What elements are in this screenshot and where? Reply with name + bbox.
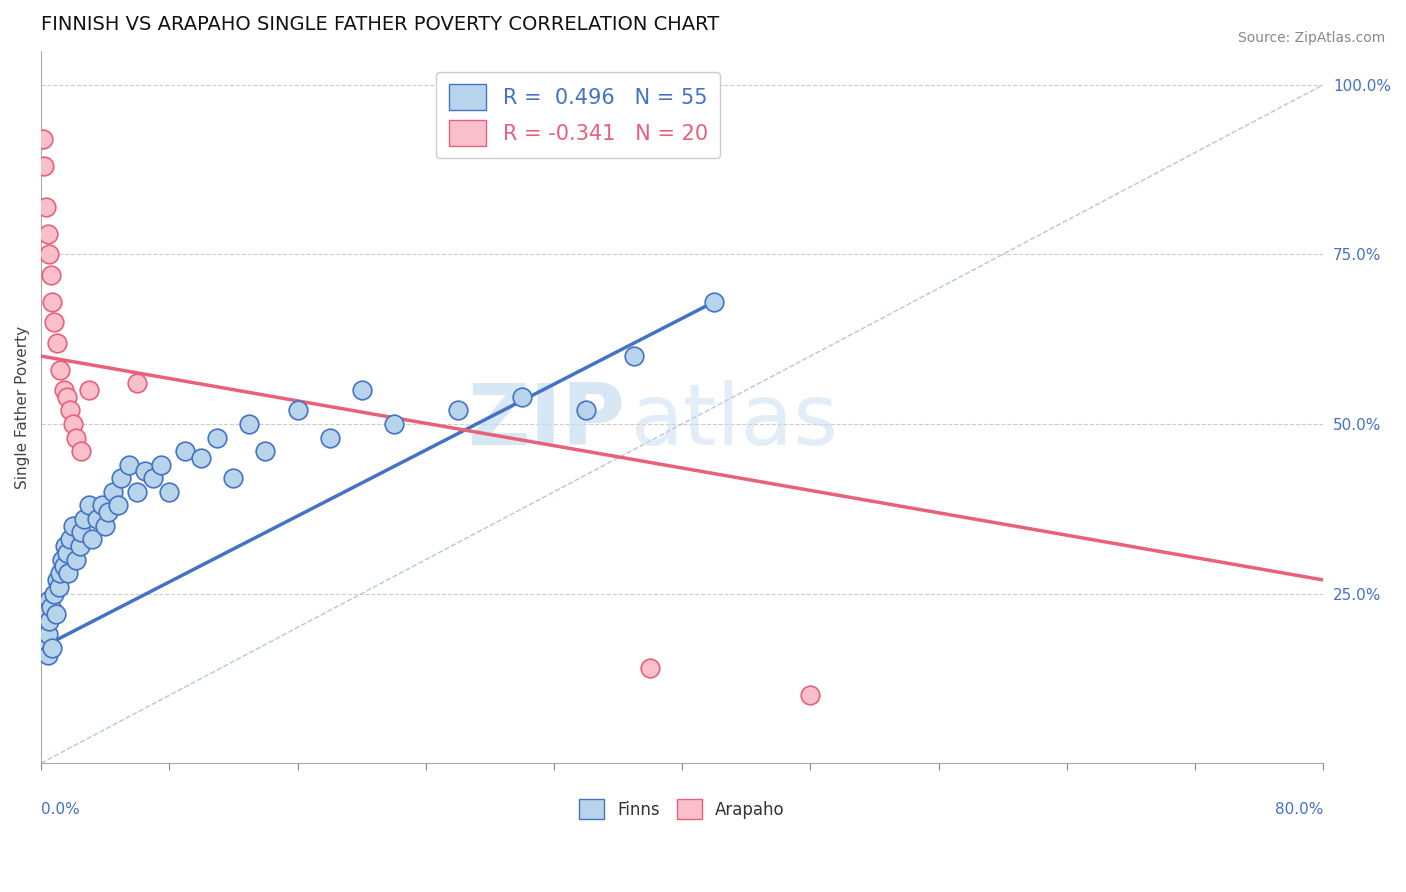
Text: 80.0%: 80.0% xyxy=(1275,802,1323,817)
Point xyxy=(207,430,229,444)
Point xyxy=(38,614,60,628)
Point xyxy=(174,444,197,458)
Point xyxy=(48,580,70,594)
Point xyxy=(37,627,59,641)
Point xyxy=(39,600,62,615)
Point xyxy=(38,593,60,607)
Point xyxy=(41,640,63,655)
Point xyxy=(157,484,180,499)
Point xyxy=(34,159,56,173)
Point xyxy=(35,634,58,648)
Text: FINNISH VS ARAPAHO SINGLE FATHER POVERTY CORRELATION CHART: FINNISH VS ARAPAHO SINGLE FATHER POVERTY… xyxy=(41,15,720,34)
Point xyxy=(46,573,69,587)
Point xyxy=(190,450,212,465)
Point xyxy=(31,132,53,146)
Point xyxy=(55,546,77,560)
Point xyxy=(49,566,72,581)
Point xyxy=(38,247,60,261)
Point xyxy=(49,362,72,376)
Point xyxy=(94,518,117,533)
Point xyxy=(638,661,661,675)
Point xyxy=(55,390,77,404)
Point xyxy=(118,458,141,472)
Point xyxy=(52,559,75,574)
Point xyxy=(623,349,645,363)
Point xyxy=(62,417,84,431)
Point xyxy=(46,335,69,350)
Point xyxy=(51,552,73,566)
Point xyxy=(350,383,373,397)
Point xyxy=(37,227,59,241)
Point xyxy=(42,315,65,329)
Point xyxy=(510,390,533,404)
Point xyxy=(77,383,100,397)
Point xyxy=(65,552,87,566)
Point xyxy=(37,648,59,662)
Point xyxy=(70,525,93,540)
Legend: Finns, Arapaho: Finns, Arapaho xyxy=(572,792,792,826)
Point xyxy=(35,607,58,621)
Point xyxy=(58,566,80,581)
Point xyxy=(77,499,100,513)
Point xyxy=(799,688,821,702)
Point xyxy=(447,403,470,417)
Point xyxy=(238,417,260,431)
Point xyxy=(69,539,91,553)
Point xyxy=(134,465,156,479)
Point xyxy=(73,512,96,526)
Text: Source: ZipAtlas.com: Source: ZipAtlas.com xyxy=(1237,31,1385,45)
Point xyxy=(150,458,173,472)
Text: atlas: atlas xyxy=(631,380,839,463)
Point xyxy=(103,484,125,499)
Point xyxy=(42,586,65,600)
Point xyxy=(59,403,82,417)
Point xyxy=(44,607,66,621)
Point xyxy=(703,294,725,309)
Y-axis label: Single Father Poverty: Single Father Poverty xyxy=(15,326,30,489)
Point xyxy=(35,200,58,214)
Text: 0.0%: 0.0% xyxy=(41,802,80,817)
Point xyxy=(59,533,82,547)
Point xyxy=(52,383,75,397)
Point xyxy=(86,512,108,526)
Point xyxy=(127,484,149,499)
Text: ZIP: ZIP xyxy=(467,380,624,463)
Point xyxy=(91,499,114,513)
Point xyxy=(142,471,165,485)
Point xyxy=(70,444,93,458)
Point xyxy=(97,505,120,519)
Point xyxy=(82,533,104,547)
Point xyxy=(34,620,56,634)
Point xyxy=(382,417,405,431)
Point xyxy=(53,539,76,553)
Point xyxy=(254,444,277,458)
Point xyxy=(318,430,340,444)
Point xyxy=(62,518,84,533)
Point xyxy=(107,499,129,513)
Point xyxy=(41,294,63,309)
Point xyxy=(65,430,87,444)
Point xyxy=(222,471,245,485)
Point xyxy=(127,376,149,391)
Point xyxy=(110,471,132,485)
Point xyxy=(575,403,598,417)
Point xyxy=(287,403,309,417)
Point xyxy=(39,268,62,282)
